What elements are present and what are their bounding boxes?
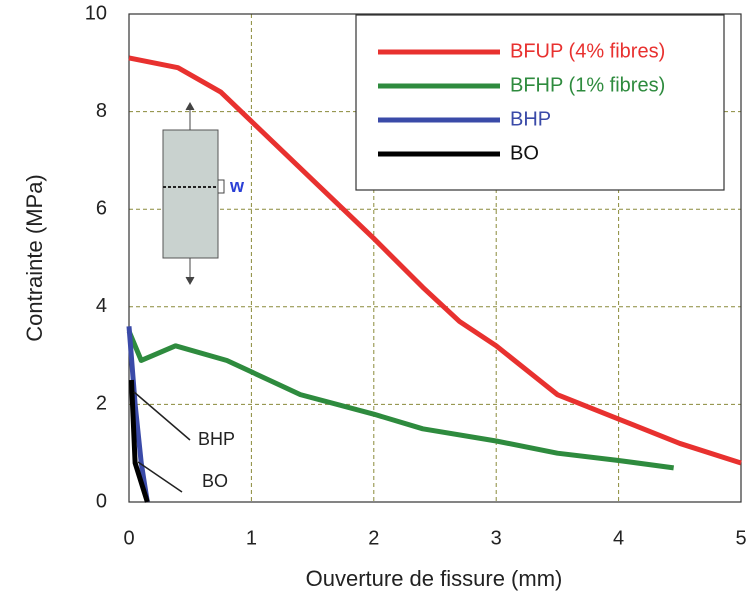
x-tick-label: 2 xyxy=(368,527,379,549)
legend-box xyxy=(355,14,725,191)
legend: BFUP (4% fibres) BFHP (1% fibres) BHP BO xyxy=(355,14,725,191)
legend-label: BFUP (4% fibres) xyxy=(510,40,665,62)
y-tick-label: 4 xyxy=(96,295,107,317)
legend-label: BHP xyxy=(510,108,551,130)
y-tick-label: 10 xyxy=(85,2,107,24)
y-tick-label: 2 xyxy=(96,393,107,415)
x-tick-label: 5 xyxy=(735,527,746,549)
series-line xyxy=(128,379,150,503)
x-tick-label: 0 xyxy=(123,527,134,549)
specimen-inset xyxy=(162,101,225,286)
series-line xyxy=(126,326,150,503)
y-axis-label: Contrainte (MPa) xyxy=(22,174,47,342)
leader-line xyxy=(133,391,191,441)
series-line xyxy=(126,330,675,471)
y-tick-label: 8 xyxy=(96,100,107,122)
crack-label: w xyxy=(229,176,245,196)
x-tick-label: 1 xyxy=(246,527,257,549)
x-axis-label: Ouverture de fissure (mm) xyxy=(306,566,563,591)
leader-line xyxy=(137,461,183,493)
annotation: BO xyxy=(202,471,228,491)
legend-label: BO xyxy=(510,142,539,164)
y-tick-label: 0 xyxy=(96,490,107,512)
annotation: BHP xyxy=(198,429,235,449)
x-tick-label: 3 xyxy=(491,527,502,549)
series-line xyxy=(128,55,742,466)
y-tick-label: 6 xyxy=(96,197,107,219)
x-tick-label: 4 xyxy=(613,527,624,549)
plot-frame xyxy=(128,13,742,503)
legend-label: BFHP (1% fibres) xyxy=(510,74,665,96)
